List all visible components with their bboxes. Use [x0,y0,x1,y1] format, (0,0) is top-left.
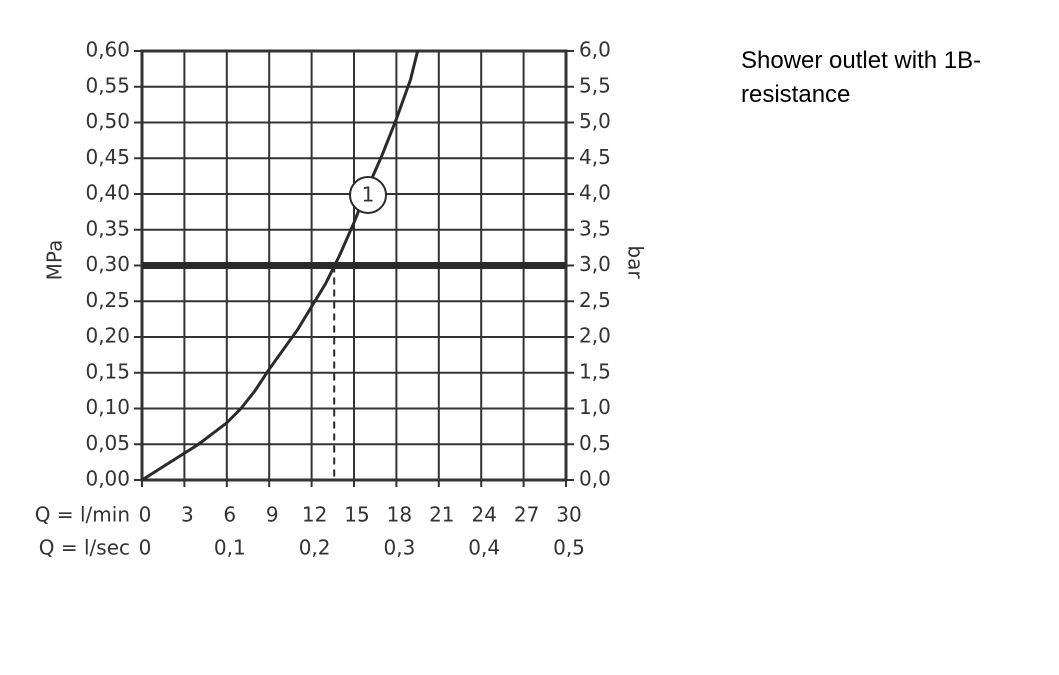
y2-tick-label: 1,0 [579,395,611,419]
x-tick-label: 12 [302,503,327,527]
y2-tick-label: 5,5 [579,73,611,97]
x-tick-label: 27 [514,503,539,527]
x-tick-label: 9 [266,503,279,527]
y-tick-label: 0,00 [85,467,130,491]
y-axis-label: MPa [43,240,67,281]
y2-tick-label: 4,0 [579,181,611,205]
y2-tick-label: 2,0 [579,324,611,348]
x-tick-label: 0 [139,503,152,527]
y-tick-label: 0,60 [85,38,130,62]
y2-tick-label: 2,5 [579,288,611,312]
x-axis-label: Q = l/min [35,503,130,527]
y-tick-label: 0,30 [85,252,130,276]
y2-tick-label: 3,0 [579,252,611,276]
curve [141,50,420,482]
x2-tick-label: 0,3 [383,536,415,560]
y-tick-label: 0,35 [85,216,130,240]
y2-tick-label: 0,0 [579,467,611,491]
y2-tick-label: 3,5 [579,216,611,240]
x2-tick-label: 0,2 [299,536,331,560]
x-tick-label: 15 [344,503,369,527]
x-tick-label: 24 [471,503,496,527]
x-tick-label: 6 [223,503,236,527]
x2-axis-label: Q = l/sec [39,536,130,560]
y2-axis-label: bar [624,245,648,279]
y2-tick-label: 6,0 [579,38,611,62]
x-tick-label: 21 [429,503,454,527]
y-tick-label: 0,10 [85,395,130,419]
x-tick-label: 3 [181,503,194,527]
x2-tick-label: 0,4 [468,536,500,560]
y-tick-label: 0,25 [85,288,130,312]
curve-label-circle [349,176,387,214]
x2-tick-label: 0 [139,536,152,560]
x2-tick-label: 0,5 [553,536,585,560]
y2-tick-label: 0,5 [579,431,611,455]
x2-tick-label: 0,1 [214,536,246,560]
x-tick-label: 30 [556,503,581,527]
y-tick-label: 0,40 [85,181,130,205]
y2-tick-label: 4,5 [579,145,611,169]
y2-tick-label: 1,5 [579,359,611,383]
y-tick-label: 0,50 [85,109,130,133]
y-tick-label: 0,55 [85,73,130,97]
y2-tick-label: 5,0 [579,109,611,133]
chart-title: Shower outlet with 1B-resistance [741,47,982,108]
y-tick-label: 0,15 [85,359,130,383]
y-tick-label: 0,05 [85,431,130,455]
x-tick-label: 18 [387,503,412,527]
y-tick-label: 0,20 [85,324,130,348]
curve-label: 1 [362,183,375,207]
y-tick-label: 0,45 [85,145,130,169]
